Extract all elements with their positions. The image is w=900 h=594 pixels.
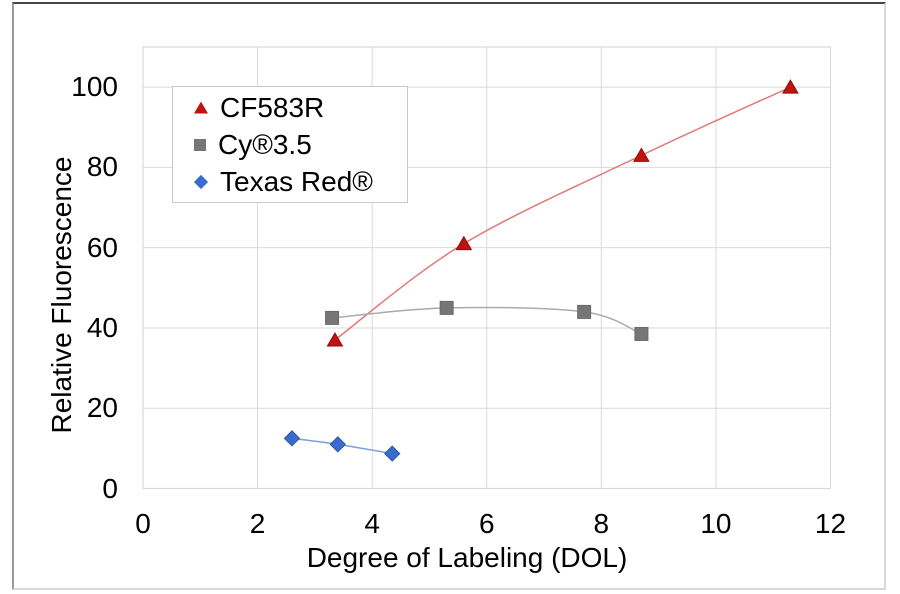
data-point-square (634, 326, 649, 341)
x-tick-label: 8 (593, 508, 610, 539)
y-tick-label: 60 (86, 231, 118, 263)
x-tick-label: 10 (700, 508, 732, 539)
y-tick-label: 0 (102, 472, 118, 504)
x-tick-label: 12 (814, 508, 847, 539)
x-axis-title: Degree of Labeling (DOL) (306, 542, 628, 573)
series-line-square (331, 306, 642, 335)
legend: CF583R Cy®3.5 Texas Red® (172, 86, 408, 203)
data-point-square (325, 310, 340, 325)
triangle-marker-icon (194, 101, 208, 114)
data-point-diamond (329, 436, 346, 453)
diamond-marker-icon (193, 174, 209, 189)
y-tick-label: 80 (86, 151, 118, 183)
x-tick-label: 6 (478, 508, 495, 539)
legend-label: Cy®3.5 (218, 128, 312, 160)
legend-item-cf583r: CF583R (194, 89, 407, 126)
data-point-triangle (455, 235, 473, 251)
data-point-triangle (326, 331, 344, 347)
legend-item-texas-red: Texas Red® (193, 163, 407, 200)
square-marker-icon (194, 138, 206, 151)
data-point-triangle (633, 147, 650, 162)
data-point-square (439, 300, 454, 315)
legend-label: Texas Red® (220, 165, 373, 197)
legend-item-cy35: Cy®3.5 (194, 126, 407, 163)
x-tick-label: 0 (135, 508, 151, 539)
y-tick-label: 100 (71, 71, 118, 103)
series-line-triangle (334, 86, 791, 341)
y-tick-label: 20 (86, 392, 118, 424)
x-tick-label: 4 (364, 508, 380, 539)
data-point-triangle (782, 79, 799, 94)
y-tick-label: 40 (86, 311, 118, 343)
x-tick-label: 2 (249, 508, 266, 539)
legend-label: CF583R (220, 91, 325, 123)
data-point-diamond (283, 430, 301, 447)
data-point-diamond (384, 445, 401, 462)
plot-area-border (142, 46, 832, 490)
data-point-square (577, 304, 592, 319)
chart-frame (12, 2, 886, 590)
